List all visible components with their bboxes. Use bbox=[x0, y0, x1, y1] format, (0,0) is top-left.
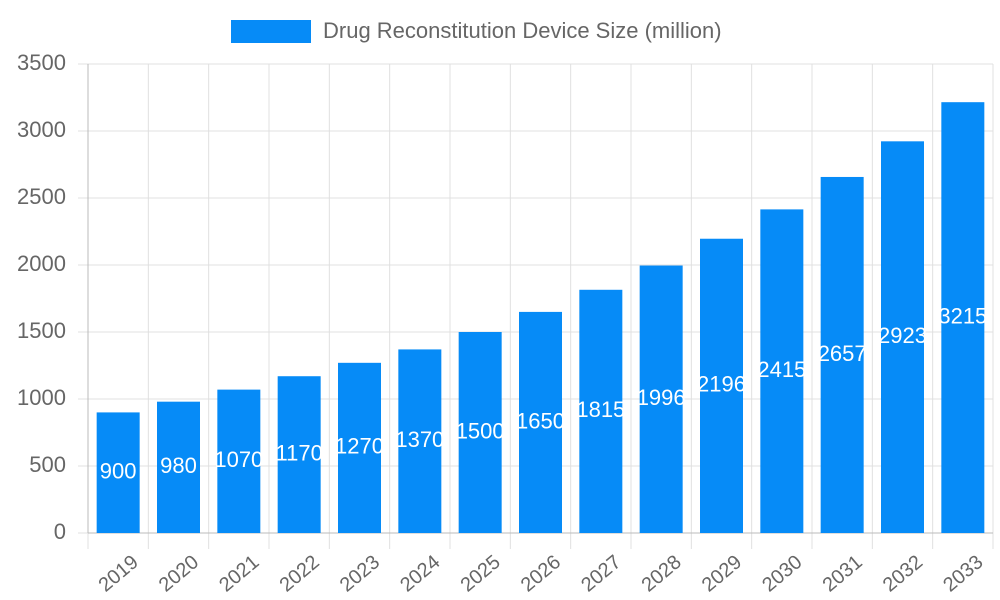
bar bbox=[639, 265, 683, 533]
x-tick-label: 2029 bbox=[698, 551, 746, 596]
bar bbox=[881, 141, 924, 533]
x-tick-label: 2022 bbox=[276, 551, 324, 596]
bar bbox=[157, 401, 200, 533]
data-label: 3215 bbox=[938, 303, 987, 328]
bar bbox=[760, 209, 804, 533]
x-tick-label: 2020 bbox=[155, 551, 203, 596]
data-label: 1270 bbox=[335, 434, 384, 459]
data-label: 1170 bbox=[276, 440, 323, 465]
legend-swatch bbox=[231, 20, 311, 43]
bar bbox=[941, 102, 985, 533]
legend-label: Drug Reconstitution Device Size (million… bbox=[323, 18, 722, 43]
data-label: 1815 bbox=[576, 397, 625, 422]
x-tick-label: 2024 bbox=[396, 551, 444, 596]
bar bbox=[398, 349, 442, 533]
x-tick-label: 2026 bbox=[517, 551, 565, 596]
x-tick-label: 2033 bbox=[939, 551, 987, 596]
x-tick-label: 2025 bbox=[457, 551, 505, 596]
data-label: 980 bbox=[160, 453, 197, 478]
y-tick-label: 2000 bbox=[17, 251, 66, 276]
y-tick-label: 3000 bbox=[17, 117, 66, 142]
data-label: 2415 bbox=[757, 357, 806, 382]
y-tick-label: 2500 bbox=[17, 184, 66, 209]
x-tick-label: 2028 bbox=[638, 551, 686, 596]
bar bbox=[519, 311, 562, 533]
data-label: 2657 bbox=[818, 341, 867, 366]
x-tick-label: 2019 bbox=[95, 551, 143, 596]
data-label: 2196 bbox=[697, 372, 746, 397]
bar bbox=[277, 376, 321, 533]
x-tick-label: 2027 bbox=[577, 551, 625, 596]
data-label: 900 bbox=[100, 459, 137, 484]
bar bbox=[338, 362, 381, 533]
bar bbox=[217, 389, 261, 533]
data-label: 1500 bbox=[456, 418, 505, 443]
bar bbox=[96, 412, 140, 533]
y-tick-label: 1000 bbox=[17, 385, 66, 410]
bar bbox=[820, 176, 864, 533]
y-tick-label: 3500 bbox=[17, 50, 66, 75]
y-tick-label: 500 bbox=[29, 452, 66, 477]
x-tick-label: 2031 bbox=[819, 551, 867, 596]
bar bbox=[458, 332, 502, 533]
y-tick-label: 1500 bbox=[17, 318, 66, 343]
data-label: 1370 bbox=[395, 427, 444, 452]
y-tick-label: 0 bbox=[54, 519, 66, 544]
x-tick-label: 2021 bbox=[215, 551, 263, 596]
data-label: 1996 bbox=[637, 385, 686, 410]
x-tick-label: 2023 bbox=[336, 551, 384, 596]
bar bbox=[579, 289, 623, 533]
data-label: 1650 bbox=[516, 408, 565, 433]
data-label: 2923 bbox=[878, 323, 927, 348]
x-tick-label: 2030 bbox=[758, 551, 806, 596]
bar bbox=[700, 238, 743, 533]
data-label: 1070 bbox=[214, 447, 263, 472]
x-tick-label: 2032 bbox=[879, 551, 927, 596]
